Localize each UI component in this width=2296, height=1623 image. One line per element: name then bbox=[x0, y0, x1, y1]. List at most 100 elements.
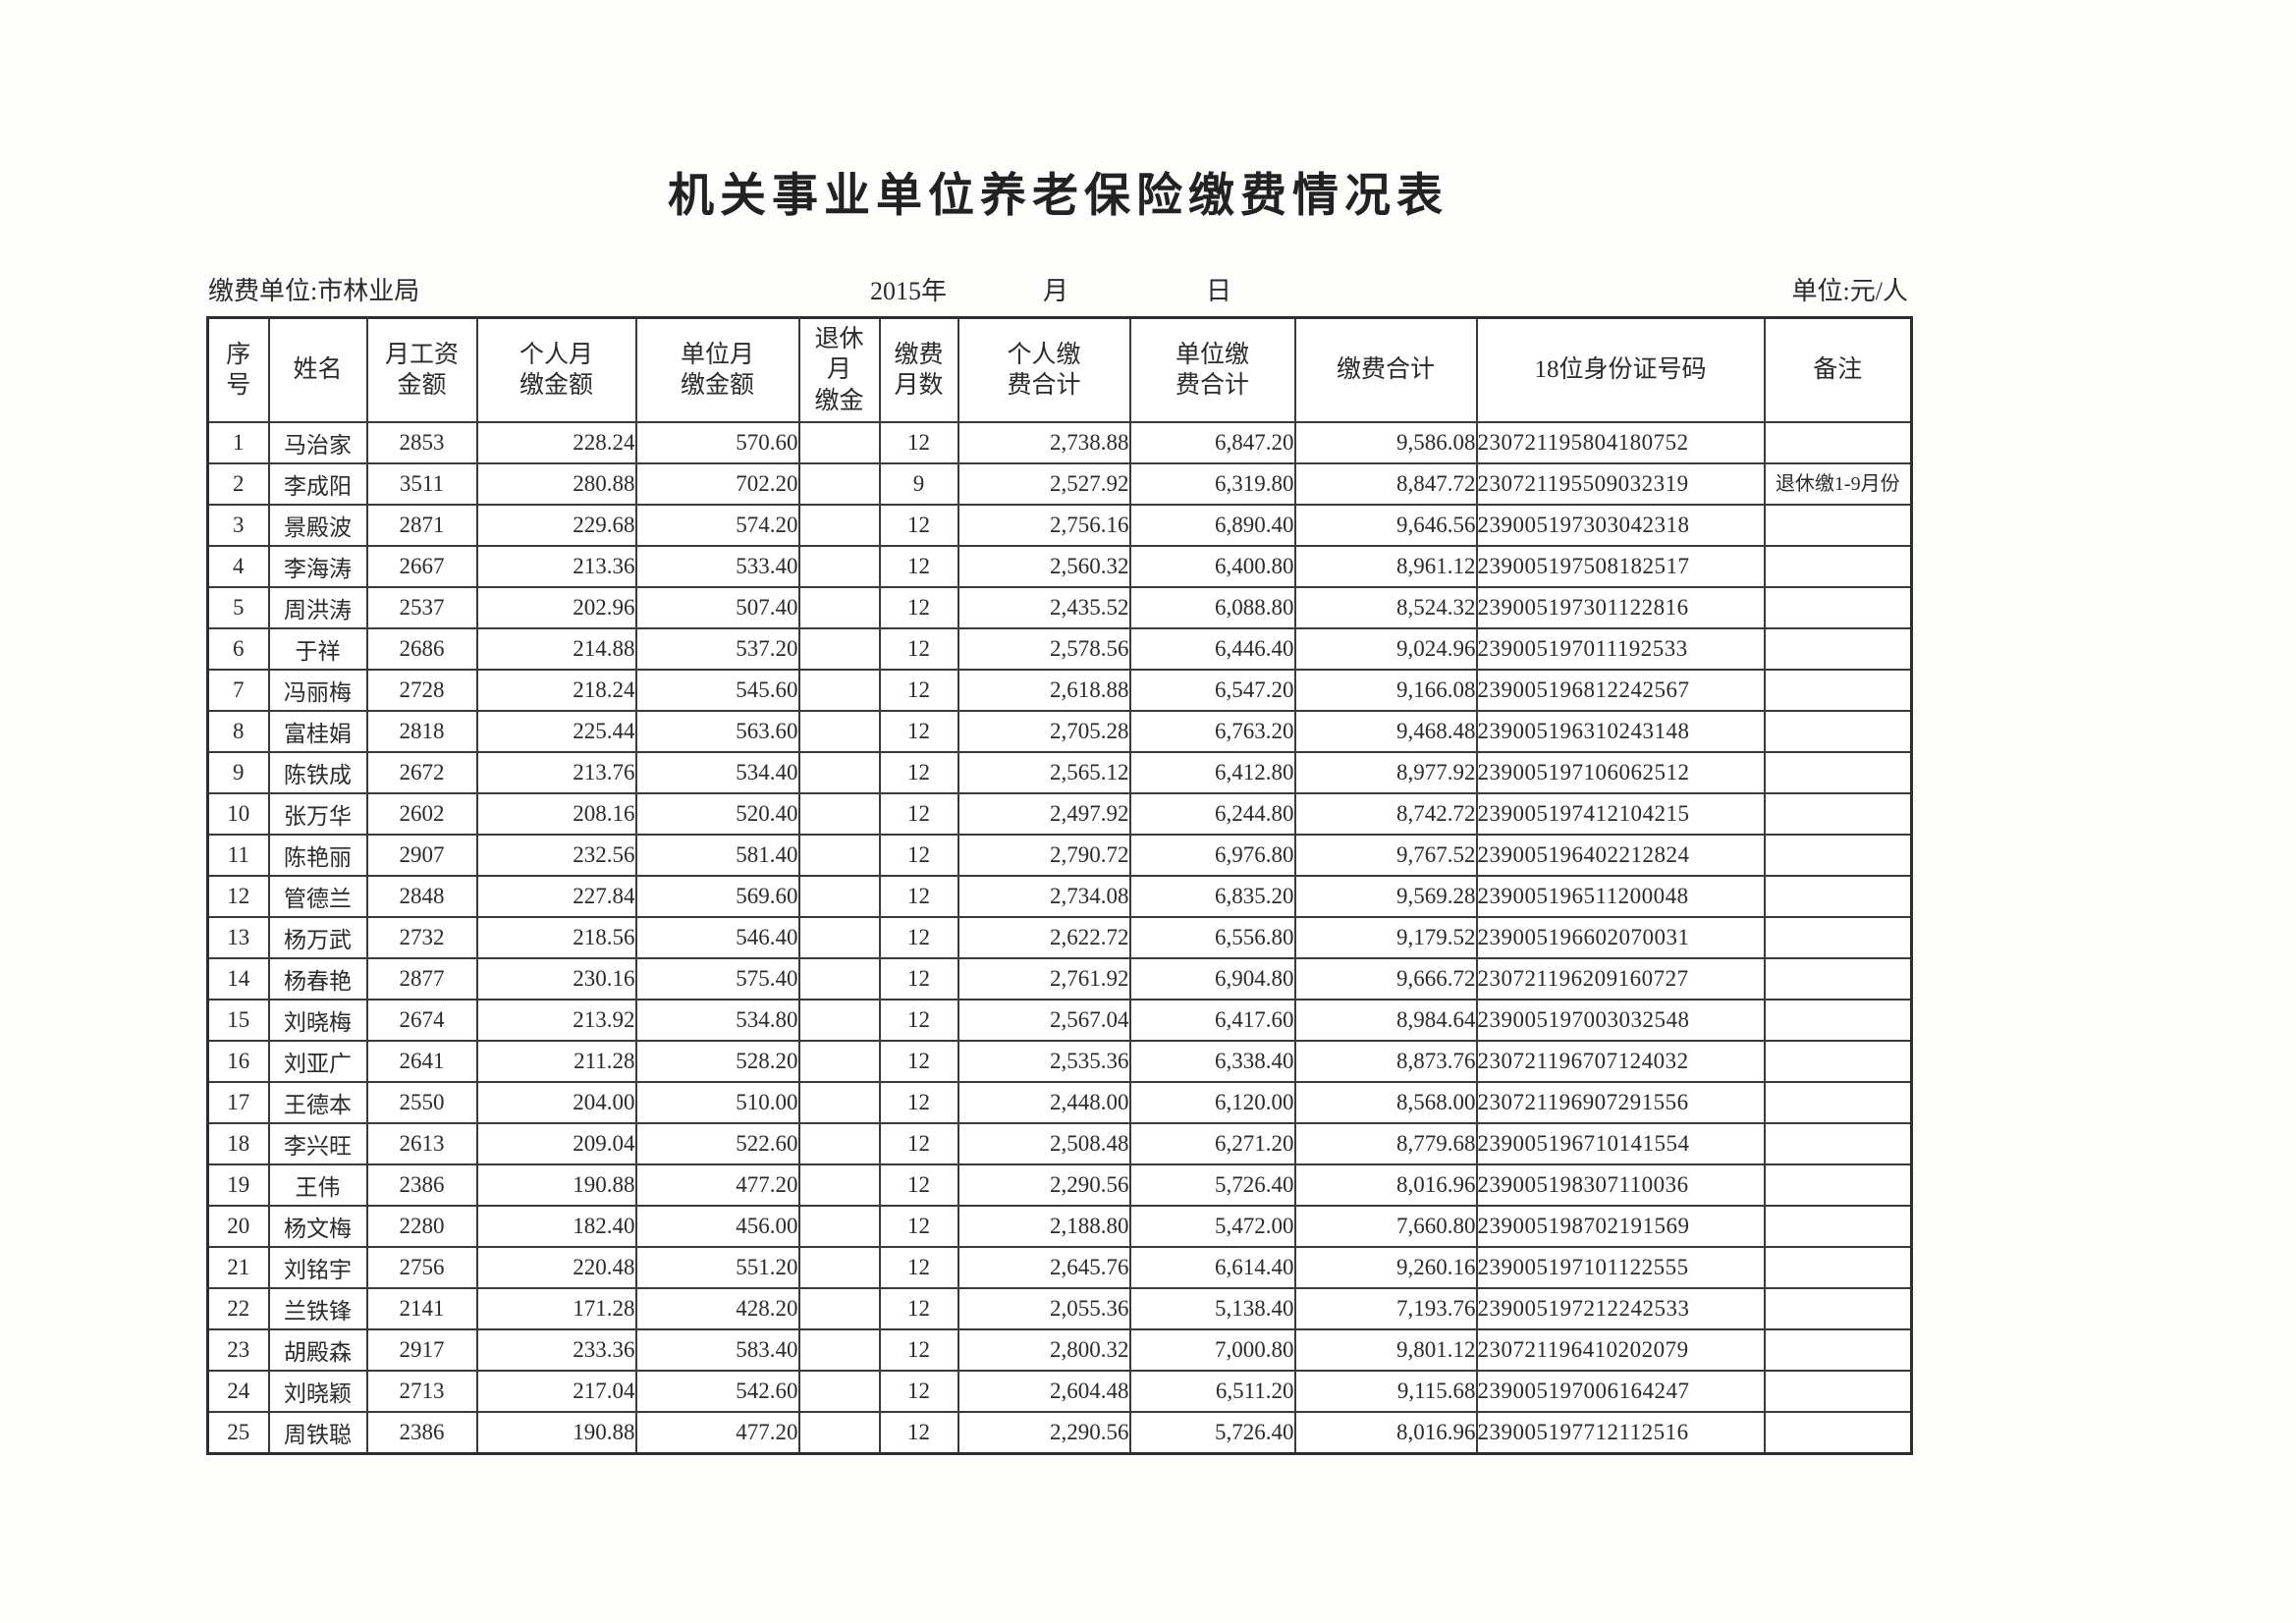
cell-grand-total: 8,873.76 bbox=[1293, 1040, 1478, 1083]
cell-monthly-salary: 2818 bbox=[365, 710, 478, 753]
cell-unit-total: 6,890.40 bbox=[1128, 504, 1296, 547]
cell-months-paid: 12 bbox=[878, 1205, 959, 1248]
cell-personal-total: 2,618.88 bbox=[957, 669, 1131, 712]
cell-index: 25 bbox=[206, 1411, 270, 1455]
cell-personal-monthly: 227.84 bbox=[475, 875, 637, 918]
cell-index: 6 bbox=[206, 627, 270, 671]
cell-retired-monthly bbox=[797, 916, 881, 959]
cell-personal-monthly: 171.28 bbox=[475, 1287, 637, 1330]
cell-unit-total: 6,763.20 bbox=[1128, 710, 1296, 753]
cell-retired-monthly bbox=[797, 834, 881, 877]
cell-index: 18 bbox=[206, 1122, 270, 1165]
table-body: 1 马治家 2853 228.24 570.60 12 2,738.88 6,8… bbox=[206, 421, 1913, 1455]
cell-retired-monthly bbox=[797, 421, 881, 464]
cell-unit-monthly: 570.60 bbox=[634, 421, 800, 464]
meta-row: 缴费单位:市林业局 2015年 月 日 单位:元/人 bbox=[206, 271, 1910, 310]
cell-personal-monthly: 213.92 bbox=[475, 999, 637, 1042]
column-header-index: 序 号 bbox=[206, 316, 270, 423]
cell-id-number: 239005197003032548 bbox=[1475, 999, 1766, 1042]
cell-index: 24 bbox=[206, 1370, 270, 1413]
unit-per-person-label: 单位:元/人 bbox=[1791, 277, 1908, 305]
cell-personal-monthly: 211.28 bbox=[475, 1040, 637, 1083]
cell-unit-monthly: 537.20 bbox=[634, 627, 800, 671]
cell-id-number: 230721196707124032 bbox=[1475, 1040, 1766, 1083]
cell-unit-total: 6,271.20 bbox=[1128, 1122, 1296, 1165]
cell-monthly-salary: 2613 bbox=[365, 1122, 478, 1165]
cell-remarks bbox=[1763, 1246, 1913, 1289]
cell-index: 17 bbox=[206, 1081, 270, 1124]
cell-name: 李成阳 bbox=[267, 462, 368, 506]
cell-personal-total: 2,790.72 bbox=[957, 834, 1131, 877]
cell-unit-monthly: 542.60 bbox=[634, 1370, 800, 1413]
cell-months-paid: 12 bbox=[878, 1081, 959, 1124]
cell-remarks bbox=[1763, 957, 1913, 1001]
cell-personal-monthly: 182.40 bbox=[475, 1205, 637, 1248]
cell-id-number: 230721195509032319 bbox=[1475, 462, 1766, 506]
cell-months-paid: 12 bbox=[878, 710, 959, 753]
cell-personal-total: 2,448.00 bbox=[957, 1081, 1131, 1124]
cell-personal-monthly: 229.68 bbox=[475, 504, 637, 547]
cell-monthly-salary: 2141 bbox=[365, 1287, 478, 1330]
cell-unit-monthly: 583.40 bbox=[634, 1328, 800, 1372]
cell-unit-monthly: 575.40 bbox=[634, 957, 800, 1001]
cell-months-paid: 12 bbox=[878, 421, 959, 464]
cell-id-number: 239005197212242533 bbox=[1475, 1287, 1766, 1330]
cell-unit-monthly: 528.20 bbox=[634, 1040, 800, 1083]
cell-remarks bbox=[1763, 627, 1913, 671]
cell-unit-total: 6,547.20 bbox=[1128, 669, 1296, 712]
cell-monthly-salary: 2848 bbox=[365, 875, 478, 918]
cell-id-number: 230721195804180752 bbox=[1475, 421, 1766, 464]
table-row: 21 刘铭宇 2756 220.48 551.20 12 2,645.76 6,… bbox=[206, 1246, 1913, 1289]
cell-name: 胡殿森 bbox=[267, 1328, 368, 1372]
cell-monthly-salary: 2728 bbox=[365, 669, 478, 712]
cell-unit-total: 6,976.80 bbox=[1128, 834, 1296, 877]
column-header-unit-total: 单位缴 费合计 bbox=[1128, 316, 1296, 423]
cell-monthly-salary: 2280 bbox=[365, 1205, 478, 1248]
cell-personal-total: 2,578.56 bbox=[957, 627, 1131, 671]
table-row: 13 杨万武 2732 218.56 546.40 12 2,622.72 6,… bbox=[206, 916, 1913, 959]
cell-unit-monthly: 522.60 bbox=[634, 1122, 800, 1165]
column-header-personal-total: 个人缴 费合计 bbox=[957, 316, 1131, 423]
cell-remarks bbox=[1763, 586, 1913, 629]
cell-personal-total: 2,435.52 bbox=[957, 586, 1131, 629]
table-row: 22 兰铁锋 2141 171.28 428.20 12 2,055.36 5,… bbox=[206, 1287, 1913, 1330]
cell-personal-monthly: 217.04 bbox=[475, 1370, 637, 1413]
table-row: 18 李兴旺 2613 209.04 522.60 12 2,508.48 6,… bbox=[206, 1122, 1913, 1165]
cell-unit-total: 6,511.20 bbox=[1128, 1370, 1296, 1413]
cell-personal-total: 2,188.80 bbox=[957, 1205, 1131, 1248]
cell-retired-monthly bbox=[797, 586, 881, 629]
cell-retired-monthly bbox=[797, 1328, 881, 1372]
cell-unit-total: 6,614.40 bbox=[1128, 1246, 1296, 1289]
cell-remarks bbox=[1763, 875, 1913, 918]
cell-unit-total: 6,088.80 bbox=[1128, 586, 1296, 629]
cell-unit-total: 6,244.80 bbox=[1128, 792, 1296, 836]
cell-id-number: 239005197303042318 bbox=[1475, 504, 1766, 547]
cell-months-paid: 12 bbox=[878, 999, 959, 1042]
cell-id-number: 239005197106062512 bbox=[1475, 751, 1766, 794]
cell-monthly-salary: 2756 bbox=[365, 1246, 478, 1289]
cell-monthly-salary: 2386 bbox=[365, 1163, 478, 1207]
cell-index: 14 bbox=[206, 957, 270, 1001]
cell-personal-total: 2,604.48 bbox=[957, 1370, 1131, 1413]
payer-unit-label: 缴费单位:市林业局 bbox=[208, 277, 420, 305]
cell-id-number: 239005196710141554 bbox=[1475, 1122, 1766, 1165]
cell-months-paid: 12 bbox=[878, 916, 959, 959]
cell-personal-total: 2,497.92 bbox=[957, 792, 1131, 836]
cell-index: 13 bbox=[206, 916, 270, 959]
table-row: 8 富桂娟 2818 225.44 563.60 12 2,705.28 6,7… bbox=[206, 710, 1913, 753]
cell-index: 12 bbox=[206, 875, 270, 918]
cell-remarks bbox=[1763, 1040, 1913, 1083]
cell-months-paid: 12 bbox=[878, 834, 959, 877]
cell-index: 1 bbox=[206, 421, 270, 464]
cell-retired-monthly bbox=[797, 545, 881, 588]
cell-id-number: 230721196907291556 bbox=[1475, 1081, 1766, 1124]
table-row: 4 李海涛 2667 213.36 533.40 12 2,560.32 6,4… bbox=[206, 545, 1913, 588]
cell-unit-total: 6,400.80 bbox=[1128, 545, 1296, 588]
cell-monthly-salary: 3511 bbox=[365, 462, 478, 506]
cell-remarks bbox=[1763, 999, 1913, 1042]
cell-monthly-salary: 2907 bbox=[365, 834, 478, 877]
cell-remarks bbox=[1763, 1287, 1913, 1330]
cell-unit-total: 6,904.80 bbox=[1128, 957, 1296, 1001]
cell-months-paid: 12 bbox=[878, 1287, 959, 1330]
cell-monthly-salary: 2550 bbox=[365, 1081, 478, 1124]
